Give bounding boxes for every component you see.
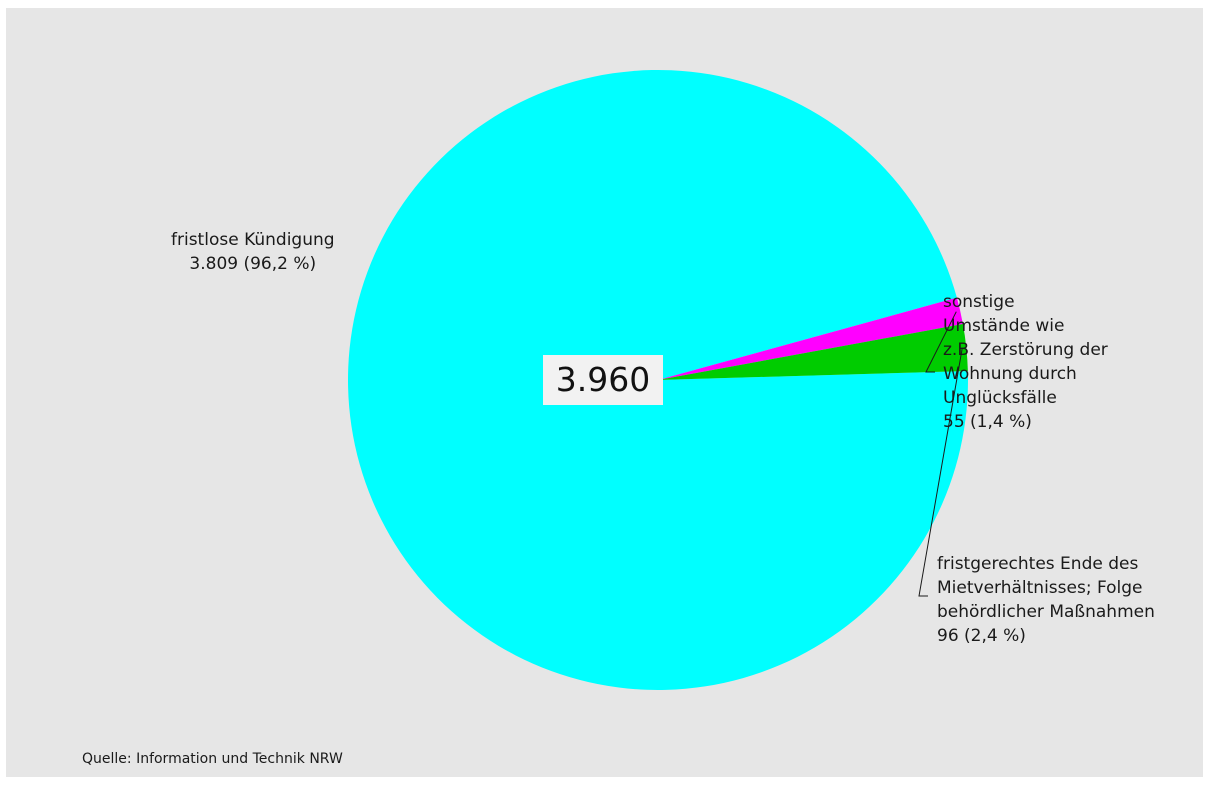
slice-name-line: Wohnung durch bbox=[943, 364, 1077, 384]
slice-name-line: z.B. Zerstörung der bbox=[943, 340, 1108, 360]
pie-slice-sonstige-umstaende bbox=[658, 297, 963, 380]
chart-panel: fristlose Kündigung 3.809 (96,2 %) sonst… bbox=[6, 8, 1203, 777]
slice-value: 3.809 (96,2 %) bbox=[189, 254, 317, 274]
leader-line-sonstige bbox=[925, 311, 957, 373]
slice-label-fristlose-kuendigung: fristlose Kündigung 3.809 (96,2 %) bbox=[171, 228, 335, 276]
slice-name-line: Umstände wie bbox=[943, 316, 1065, 336]
slice-name-line: sonstige bbox=[943, 292, 1015, 312]
slice-name: fristlose Kündigung bbox=[171, 230, 335, 250]
slice-label-fristgerechtes-ende: fristgerechtes Ende des Mietverhältnisse… bbox=[937, 552, 1155, 648]
slice-name-line: fristgerechtes Ende des bbox=[937, 554, 1139, 574]
source-note: Quelle: Information und Technik NRW bbox=[82, 751, 343, 767]
slice-value: 96 (2,4 %) bbox=[937, 626, 1026, 646]
slice-name-line: behördlicher Maßnahmen bbox=[937, 602, 1155, 622]
slice-label-sonstige-umstaende: sonstige Umstände wie z.B. Zerstörung de… bbox=[943, 290, 1108, 434]
slice-name-line: Mietverhältnisses; Folge bbox=[937, 578, 1143, 598]
slice-name-line: Unglücksfälle bbox=[943, 388, 1057, 408]
leader-line-fristgerecht bbox=[918, 347, 963, 597]
pie-slice-fristgerechtes-ende bbox=[658, 324, 968, 380]
slice-value: 55 (1,4 %) bbox=[943, 412, 1032, 432]
total-count: 3.960 bbox=[543, 355, 663, 405]
